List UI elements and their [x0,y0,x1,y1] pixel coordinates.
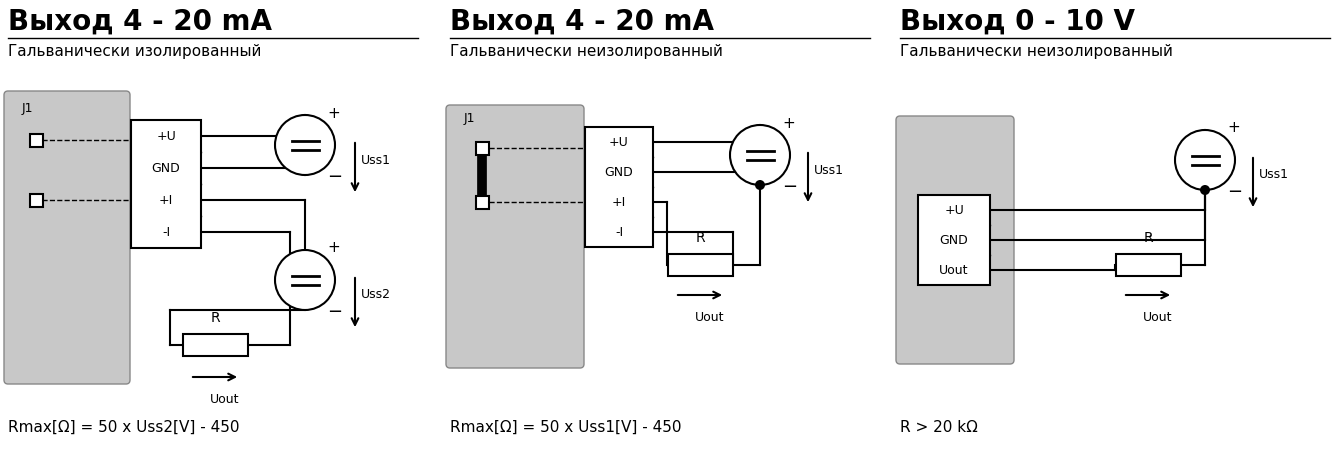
Bar [182,334,247,356]
Text: Rmax[Ω] = 50 x Uss1[V] - 450: Rmax[Ω] = 50 x Uss1[V] - 450 [451,420,682,435]
Text: Выход 4 - 20 mA: Выход 4 - 20 mA [451,8,714,36]
Circle shape [275,115,336,175]
Text: R > 20 kΩ: R > 20 kΩ [900,420,977,435]
FancyBboxPatch shape [4,91,130,384]
Text: Гальванически неизолированный: Гальванически неизолированный [900,44,1173,59]
Bar [667,254,733,276]
Text: +U: +U [610,135,628,149]
Text: Uout: Uout [210,393,239,406]
Text: R: R [210,311,219,325]
Text: Выход 0 - 10 V: Выход 0 - 10 V [900,8,1135,36]
Text: −: − [782,178,797,196]
Bar [29,134,43,146]
Text: -I: -I [162,226,170,238]
Text: Гальванически неизолированный: Гальванически неизолированный [451,44,723,59]
Text: +U: +U [156,129,176,143]
Bar [586,127,652,247]
Text: R: R [1143,231,1152,245]
Circle shape [730,125,790,185]
Text: Uout: Uout [1143,311,1173,324]
Text: Uout: Uout [940,263,969,277]
Text: -I: -I [615,226,623,238]
FancyBboxPatch shape [447,105,584,368]
Circle shape [755,180,765,190]
Circle shape [1175,130,1235,190]
Bar [29,194,43,207]
Text: +: + [328,241,340,255]
Text: Uss2: Uss2 [361,288,390,302]
Text: −: − [328,303,342,321]
Text: Uss1: Uss1 [1259,169,1289,182]
Text: Rmax[Ω] = 50 x Uss2[V] - 450: Rmax[Ω] = 50 x Uss2[V] - 450 [8,420,239,435]
Text: Uout: Uout [695,311,725,324]
Text: −: − [1227,183,1242,201]
Bar [131,120,201,248]
Text: GND: GND [940,234,968,246]
Text: GND: GND [604,166,634,178]
Circle shape [1201,185,1210,195]
Text: +: + [782,116,794,130]
Text: −: − [328,168,342,186]
Bar [476,195,488,209]
Text: Гальванически изолированный: Гальванически изолированный [8,44,261,59]
Text: GND: GND [151,161,180,175]
Circle shape [275,250,336,310]
Text: Uss1: Uss1 [814,163,844,177]
Bar [1115,254,1181,276]
Text: J1: J1 [464,112,476,125]
FancyBboxPatch shape [896,116,1013,364]
Text: J1: J1 [21,102,33,115]
Text: +U: +U [944,203,964,217]
Text: +: + [1227,120,1239,135]
Bar [919,195,989,285]
Bar [476,142,488,154]
Text: +I: +I [159,194,172,207]
Text: Uss1: Uss1 [361,153,390,167]
Text: +I: +I [612,195,626,209]
Text: Выход 4 - 20 mA: Выход 4 - 20 mA [8,8,271,36]
Text: +: + [328,106,340,120]
Text: R: R [695,231,705,245]
